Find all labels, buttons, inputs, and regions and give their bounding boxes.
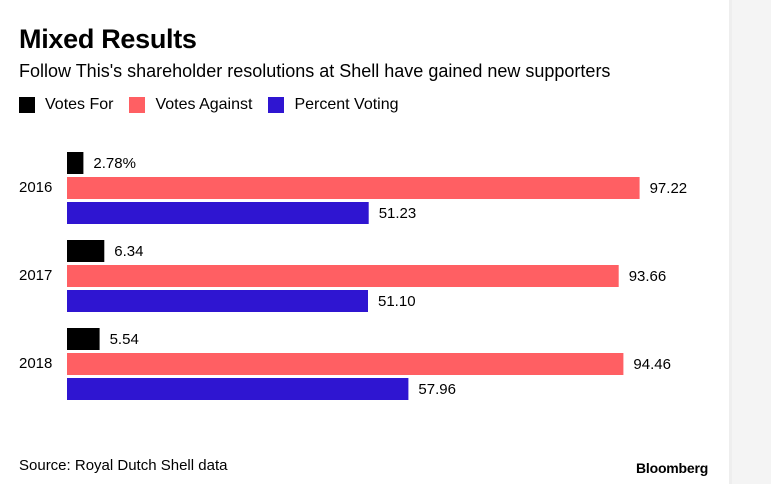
data-label-votes-for-2018: 5.54 — [110, 331, 139, 348]
data-label-percent-voting-2017: 51.10 — [378, 293, 416, 310]
bar-votes-for-2017 — [67, 240, 105, 262]
data-label-votes-against-2016: 97.22 — [650, 180, 688, 197]
chart-subtitle: Follow This's shareholder resolutions at… — [19, 61, 611, 81]
bar-percent-voting-2016 — [67, 202, 369, 224]
bar-votes-for-2016 — [67, 152, 84, 174]
legend-swatch-votes-for — [19, 97, 35, 113]
legend-swatch-votes-against — [129, 97, 146, 113]
category-label-2017: 2017 — [19, 267, 52, 284]
chart-card: Mixed Results Follow This's shareholder … — [0, 0, 732, 484]
bar-votes-against-2016 — [67, 177, 640, 199]
bar-percent-voting-2018 — [67, 378, 409, 400]
category-label-2016: 2016 — [19, 179, 52, 196]
data-label-percent-voting-2016: 51.23 — [379, 205, 417, 222]
data-label-votes-against-2017: 93.66 — [629, 268, 667, 285]
legend-swatch-percent-voting — [268, 97, 285, 113]
source-note: Source: Royal Dutch Shell data — [19, 457, 228, 474]
legend-label-votes-for: Votes For — [45, 96, 114, 113]
legend-label-votes-against: Votes Against — [155, 96, 253, 113]
chart-legend: Votes For Votes Against Percent Voting — [19, 96, 415, 114]
brand-logo: Bloomberg — [636, 460, 709, 476]
data-label-votes-for-2017: 6.34 — [114, 243, 143, 260]
chart-title: Mixed Results — [19, 24, 197, 54]
legend-label-percent-voting: Percent Voting — [294, 96, 399, 113]
bar-votes-against-2018 — [67, 353, 624, 375]
bar-votes-for-2018 — [67, 328, 100, 350]
legend-item-percent-voting: Percent Voting — [268, 96, 399, 114]
bar-votes-against-2017 — [67, 265, 619, 287]
category-label-2018: 2018 — [19, 355, 52, 372]
data-label-votes-for-2016: 2.78% — [93, 155, 136, 172]
data-label-percent-voting-2018: 57.96 — [418, 381, 456, 398]
bar-chart: 2016 2.78% 97.22 51.23 2017 6.34 93.66 51.10 201… — [19, 152, 688, 400]
legend-item-votes-against: Votes Against — [129, 96, 252, 114]
bar-percent-voting-2017 — [67, 290, 368, 312]
legend-item-votes-for: Votes For — [19, 96, 113, 114]
window-edge — [729, 0, 732, 484]
data-label-votes-against-2018: 94.46 — [633, 356, 671, 373]
